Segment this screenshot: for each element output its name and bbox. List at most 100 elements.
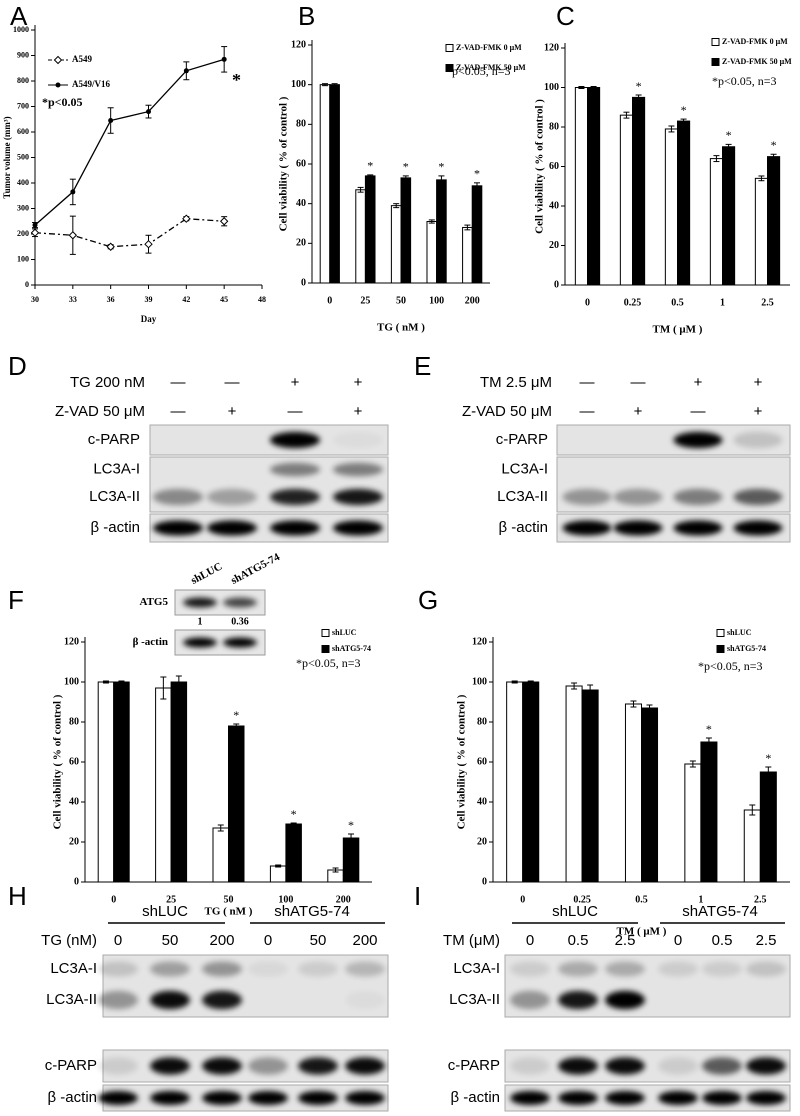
- lane-label: 2.5: [756, 932, 777, 949]
- bar: [677, 120, 691, 286]
- x-tick-label: 1: [720, 297, 725, 308]
- y-tick-label: 700: [17, 101, 29, 110]
- band: [562, 488, 612, 506]
- lane-label: —: [171, 374, 186, 391]
- y-tick-label: 120: [544, 42, 559, 53]
- marker: [221, 56, 227, 62]
- bar: [364, 175, 376, 284]
- x-tick-label: 2.5: [754, 894, 767, 905]
- significance-marker: *: [771, 138, 777, 152]
- band: [150, 1057, 190, 1075]
- bar: [355, 189, 366, 284]
- condition-label: Z-VAD 50 μM: [55, 403, 145, 420]
- legend-swatch: [711, 38, 720, 46]
- series-line: [34, 58, 225, 226]
- x-tick-label: 0: [585, 297, 590, 308]
- band: [298, 1057, 338, 1075]
- lane-label: +: [291, 374, 300, 391]
- band: [98, 961, 138, 977]
- lane-label: 50: [162, 932, 179, 949]
- x-tick-label: 45: [220, 295, 228, 304]
- row-label: LC3A-II: [497, 488, 548, 505]
- band: [207, 488, 257, 506]
- significance-marker: *: [291, 807, 297, 821]
- y-axis-label: Tumor volume (mm³): [2, 116, 12, 198]
- bar: [522, 681, 540, 883]
- legend-label: A549/V16: [72, 79, 110, 89]
- band: [746, 1057, 786, 1075]
- band: [510, 990, 550, 1010]
- bar: [228, 725, 245, 883]
- lane-label: 0: [526, 932, 534, 949]
- row-label: β -actin: [451, 1089, 500, 1106]
- group-label: shLUC: [552, 903, 598, 920]
- x-tick-label: 200: [465, 295, 480, 306]
- condition-label: TG 200 nM: [70, 374, 145, 391]
- bar: [743, 809, 761, 883]
- blot-strip: [102, 954, 389, 1018]
- marker: [108, 118, 114, 124]
- lane-label: shATG5-74: [229, 551, 282, 587]
- legend-label: shLUC: [332, 628, 357, 637]
- band: [333, 462, 383, 477]
- bar: [587, 87, 601, 286]
- row-label: LC3A-I: [93, 460, 140, 477]
- significance-marker: *: [474, 167, 480, 181]
- significance-marker: *: [348, 818, 354, 832]
- annotation: *p<0.05, n=3: [698, 659, 763, 673]
- annotation: *: [232, 70, 241, 90]
- y-tick-label: 20: [296, 238, 306, 249]
- annotation: *p<0.05, n=3: [712, 74, 777, 88]
- band: [270, 462, 320, 477]
- row-label: c-PARP: [45, 1057, 97, 1074]
- band: [658, 961, 698, 977]
- y-tick-label: 0: [554, 279, 559, 290]
- lane-label: 0.5: [712, 932, 733, 949]
- marker: [53, 55, 63, 65]
- legend-swatch: [321, 645, 330, 653]
- bar: [285, 823, 302, 883]
- y-tick-label: 80: [296, 119, 306, 130]
- condition-label: TM 2.5 μM: [480, 374, 552, 391]
- bar: [342, 837, 360, 883]
- band: [202, 961, 242, 977]
- x-axis-label: TM ( μM ): [653, 324, 703, 336]
- annotation: *p<0.05: [42, 95, 83, 109]
- lane-label: 200: [209, 932, 234, 949]
- panel-label: H: [8, 881, 27, 911]
- band: [223, 597, 257, 608]
- bar: [709, 158, 723, 286]
- row-label: LC3A-I: [501, 460, 548, 477]
- lane-label: 0: [674, 932, 682, 949]
- band: [248, 961, 288, 977]
- legend-swatch: [321, 629, 330, 637]
- band: [207, 520, 257, 536]
- y-tick-label: 40: [549, 200, 559, 211]
- band: [510, 1057, 550, 1075]
- band: [605, 1090, 645, 1106]
- marker: [183, 68, 189, 74]
- band: [702, 1057, 742, 1075]
- row-label: c-PARP: [496, 431, 548, 448]
- legend-swatch: [711, 58, 720, 66]
- lane-label: 0: [264, 932, 272, 949]
- y-tick-label: 40: [477, 796, 487, 807]
- row-label: β -actin: [133, 636, 168, 648]
- band: [333, 520, 383, 536]
- y-tick-label: 900: [17, 50, 29, 59]
- y-tick-label: 60: [549, 161, 559, 172]
- bar: [624, 703, 642, 883]
- bar: [170, 681, 188, 883]
- y-tick-label: 20: [69, 836, 79, 847]
- blot-strip: [149, 424, 389, 456]
- band: [345, 1090, 385, 1106]
- band: [658, 1057, 698, 1075]
- band: [150, 961, 190, 977]
- band: [98, 990, 138, 1010]
- significance-marker: *: [765, 751, 771, 765]
- band: [558, 990, 598, 1010]
- legend-label: shATG5-74: [727, 644, 766, 653]
- panel-label: F: [8, 585, 24, 615]
- legend-label: Z-VAD-FMK 50 μM: [456, 63, 526, 72]
- legend-swatch: [716, 629, 725, 637]
